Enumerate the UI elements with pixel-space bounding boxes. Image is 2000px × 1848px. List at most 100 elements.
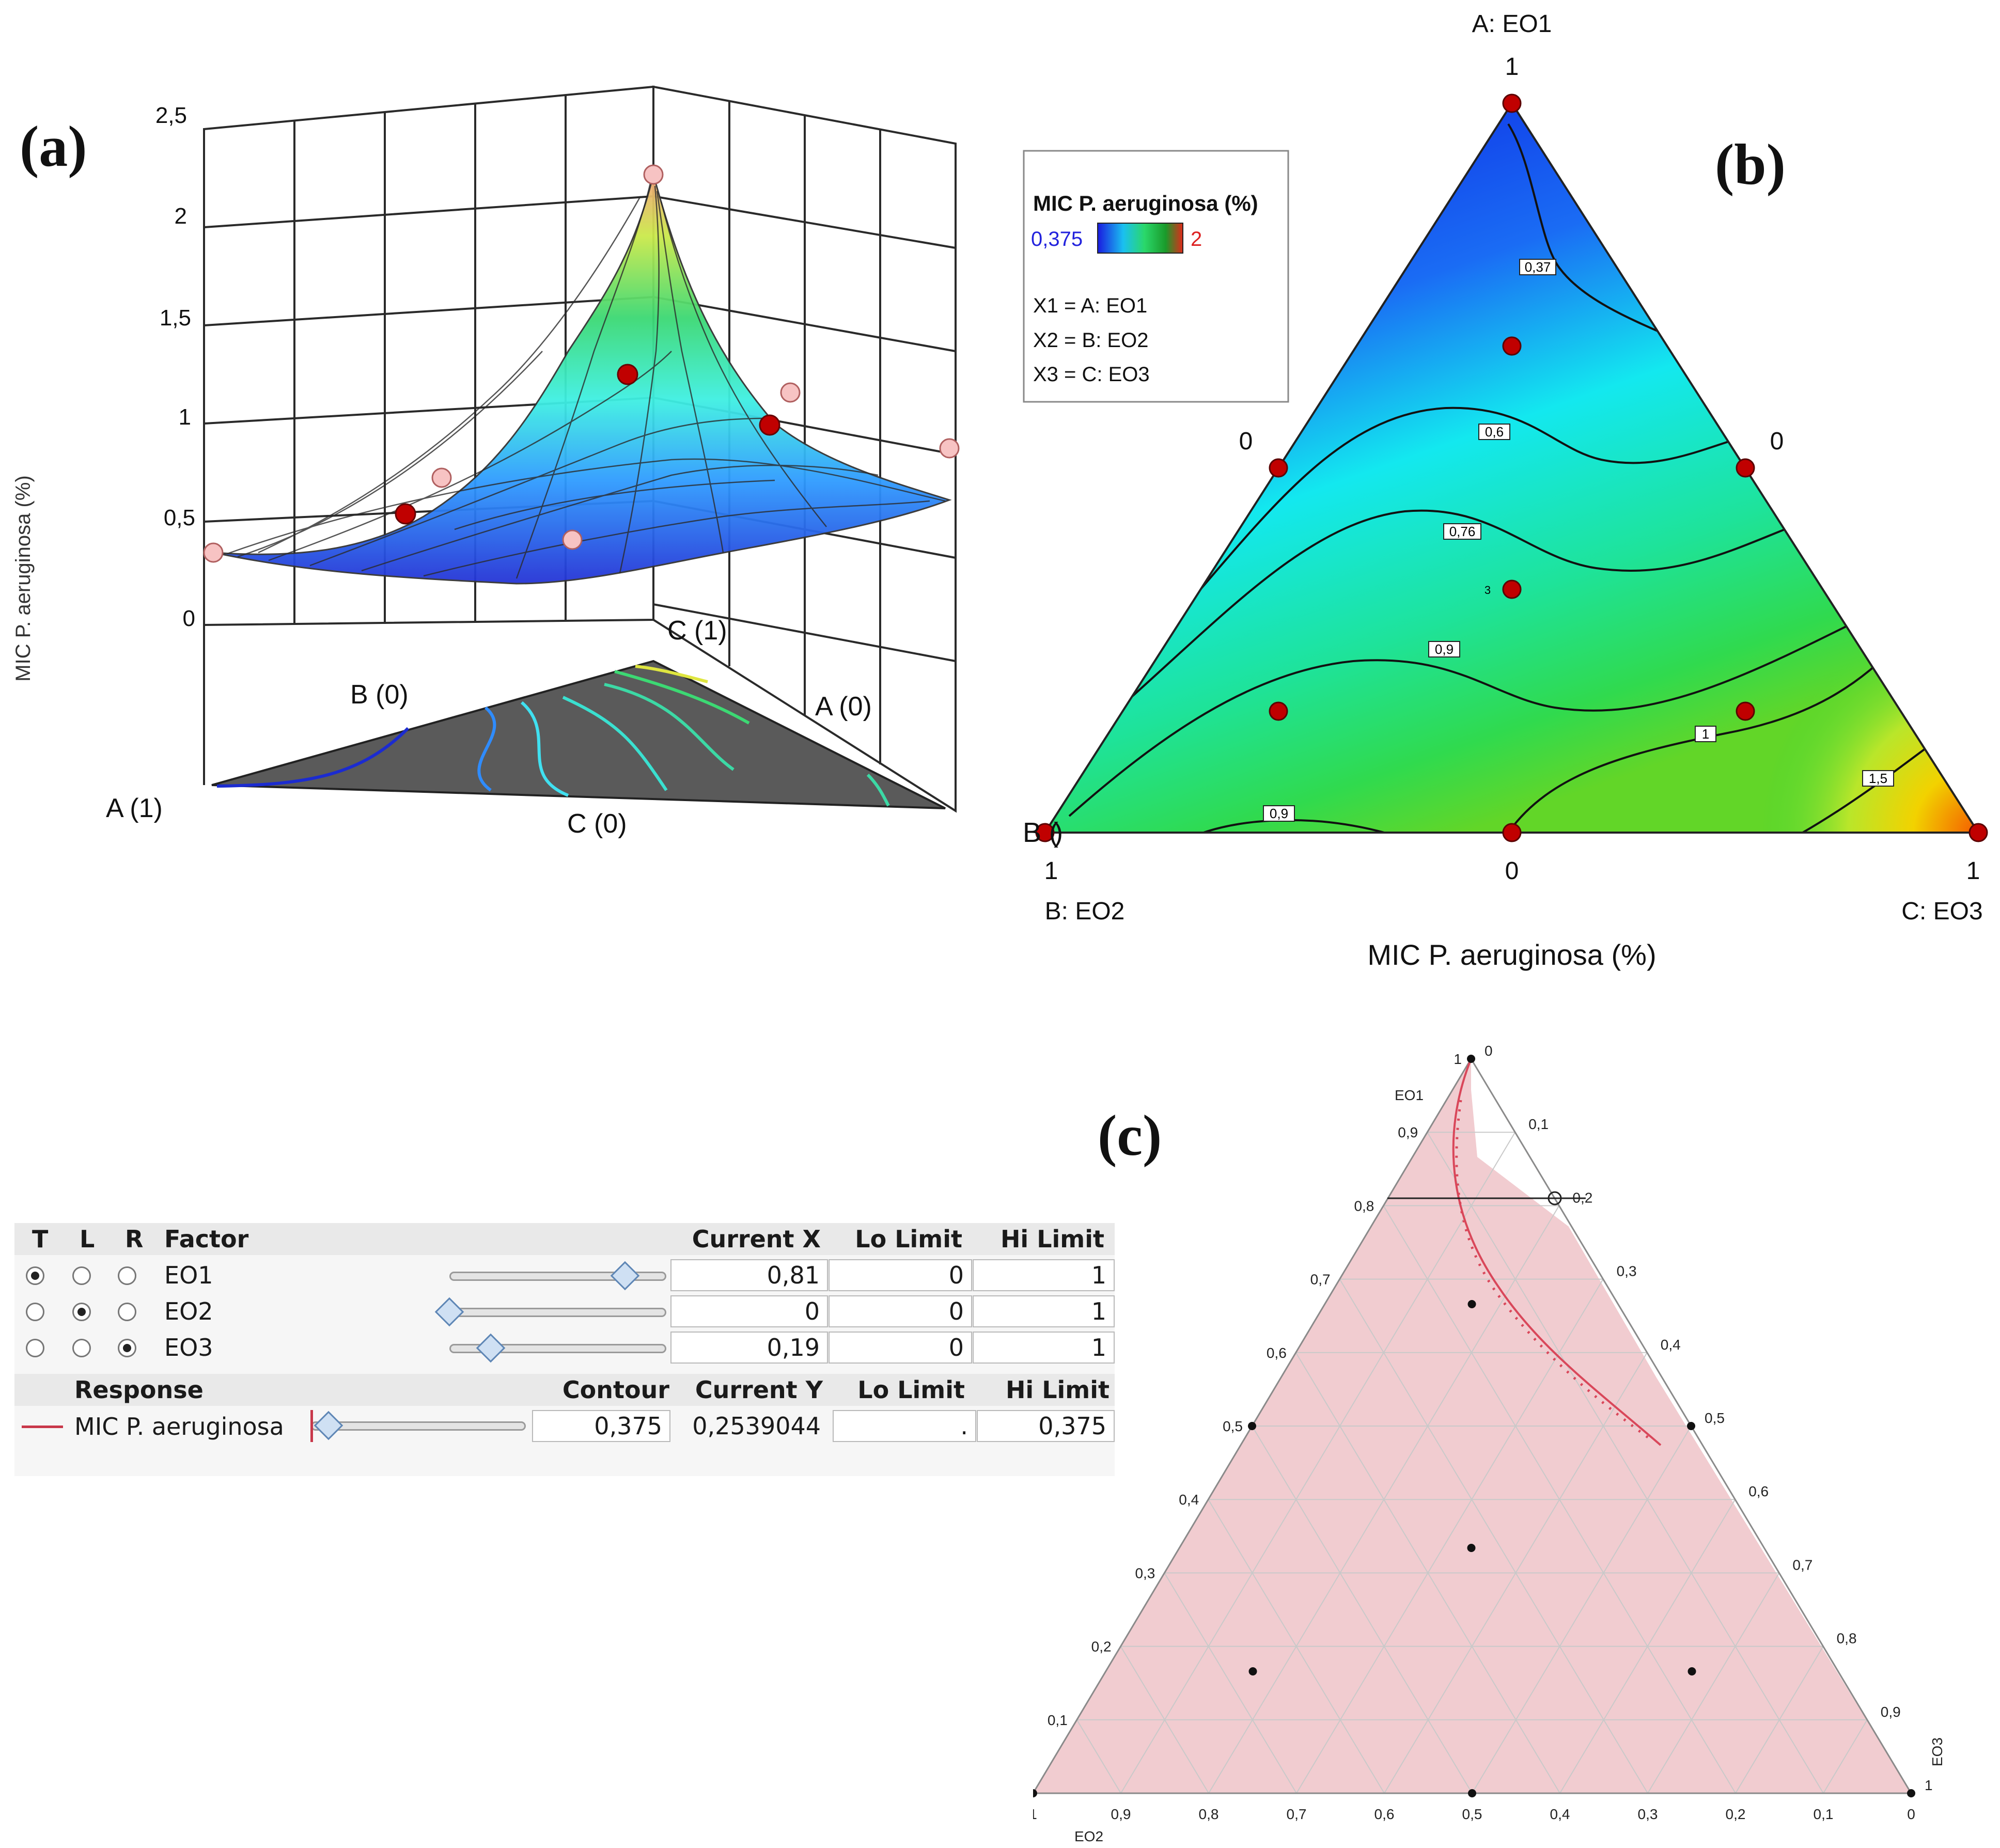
hi-limit-eo1[interactable]: 1 (973, 1259, 1115, 1291)
z-tick: 0,5 (164, 505, 195, 530)
left-tick: 0,4 (1179, 1492, 1199, 1508)
response-hi-limit[interactable]: 0,375 (977, 1410, 1115, 1442)
response-lo-limit[interactable]: . (833, 1410, 976, 1442)
right-tick: 0,2 (1572, 1189, 1592, 1205)
slider-thumb-eo1[interactable] (610, 1261, 640, 1291)
grid-line (1252, 1426, 1473, 1794)
radio-r-eo1[interactable] (118, 1266, 136, 1285)
header-resp-lo: Lo Limit (857, 1376, 965, 1404)
left-tick: 1 (1454, 1051, 1462, 1067)
legend-min: 0,375 (1031, 228, 1083, 250)
design-point (1248, 1667, 1257, 1675)
ternary-ticks: 10,90,80,70,60,50,40,30,20,1010,90,80,70… (1033, 1043, 1933, 1822)
vertex-b0: B (0) (350, 680, 409, 710)
bottom-tick: 0,3 (1638, 1806, 1658, 1822)
z-tick: 1,5 (160, 305, 191, 331)
right-tick: 0,5 (1705, 1410, 1725, 1426)
header-l: L (80, 1225, 95, 1253)
contour-label: 1,5 (1869, 771, 1887, 786)
header-factor: Factor (164, 1225, 249, 1253)
factor-name: EO1 (164, 1261, 213, 1289)
ternary-grid (1076, 1132, 1868, 1794)
ternary-axis-labels: A: EO1 1 0 0 1 0 1 B: EO2 C: EO3 MIC P. … (1023, 10, 1983, 971)
design-point (1467, 1544, 1476, 1553)
surface-plot-a: 0 0,5 1 1,5 2 2,5 MIC P. aeruginosa (%) … (12, 85, 960, 839)
right-tick: 0 (1485, 1043, 1493, 1059)
z-tick: 2,5 (155, 103, 187, 128)
grid-line (1559, 1499, 1736, 1794)
left-tick: 0,1 (1048, 1712, 1068, 1728)
lo-limit-eo3[interactable]: 0 (829, 1332, 972, 1364)
panel-label-c: (c) (1098, 1104, 1162, 1168)
radio-l-eo3[interactable] (72, 1339, 91, 1357)
contour-label: 0,37 (1525, 259, 1551, 275)
z-tick: 0 (183, 606, 195, 631)
vertex-labels-a: A (1) B (0) C (1) A (0) C (0) (106, 616, 872, 839)
surface-mesh (227, 180, 946, 579)
hi-limit-eo3[interactable]: 1 (973, 1332, 1115, 1364)
right-tick: 0,3 (1617, 1263, 1637, 1279)
current-x-eo3[interactable]: 0,19 (670, 1332, 828, 1364)
design-point (1033, 1789, 1037, 1797)
current-x-eo2[interactable]: 0 (670, 1295, 828, 1327)
header-r: R (125, 1225, 144, 1253)
legend-factor: X1 = A: EO1 (1033, 294, 1147, 317)
left-tick: 0,8 (1354, 1198, 1374, 1214)
factor-name: EO3 (164, 1334, 213, 1361)
factor-header-row (14, 1223, 1115, 1255)
right-tick: 1 (1925, 1777, 1933, 1793)
factor-name: EO2 (164, 1297, 213, 1325)
vertex-c0: C (0) (567, 809, 627, 839)
contour-label: 0,6 (1485, 424, 1504, 440)
base-triangle (211, 660, 946, 809)
response-marker (310, 1410, 313, 1442)
left-tick: 0,2 (1091, 1639, 1112, 1655)
radio-l-eo2[interactable] (72, 1303, 91, 1321)
right-axis-title: C: EO3 (1901, 898, 1982, 925)
response-name: MIC P. aeruginosa (74, 1413, 284, 1440)
crosshair-marker (1548, 1191, 1562, 1205)
radio-t-eo1[interactable] (26, 1266, 44, 1285)
grid-line (1076, 1719, 1121, 1794)
radio-r-eo2[interactable] (118, 1303, 136, 1321)
design-point (1467, 1299, 1476, 1308)
replicate-label: 3 (1485, 584, 1491, 597)
radio-t-eo2[interactable] (26, 1303, 44, 1321)
slider-eo2[interactable] (449, 1308, 666, 1317)
slider-thumb-eo2[interactable] (434, 1297, 464, 1327)
legend-factor: X2 = B: EO2 (1033, 329, 1148, 352)
contour-label: 1 (1702, 726, 1709, 742)
design-point (1248, 1422, 1256, 1430)
grid-line (1296, 1279, 1604, 1794)
right-tick: 0,9 (1881, 1704, 1901, 1720)
response-surface (214, 171, 952, 585)
bottom-mid-value: 0 (1505, 857, 1519, 885)
hi-limit-eo2[interactable]: 1 (973, 1295, 1115, 1327)
left-axis-title: B: EO2 (1045, 898, 1125, 925)
design-point (1468, 1789, 1476, 1797)
right-tick: 0,6 (1748, 1483, 1769, 1499)
grid-line (1208, 1499, 1385, 1794)
response-slider[interactable] (311, 1421, 526, 1431)
design-points-b (1035, 93, 1988, 842)
contour-labels: 0,37 0,6 0,76 0,9 1 1,5 0,9 3 (1263, 259, 1894, 822)
slider-thumb-eo3[interactable] (476, 1333, 506, 1363)
bottom-tick: 0,1 (1814, 1806, 1834, 1822)
axis-title-eo1: EO1 (1395, 1087, 1424, 1103)
profiler-table: T L R Factor Current X Lo Limit Hi Limit… (14, 1223, 1115, 1476)
design-points-c (1033, 1055, 1915, 1797)
response-slider-thumb[interactable] (314, 1411, 343, 1440)
response-contour[interactable]: 0,375 (532, 1410, 670, 1442)
lo-limit-eo2[interactable]: 0 (829, 1295, 972, 1327)
legend-max: 2 (1191, 228, 1202, 250)
axis-title-eo3: EO3 (1929, 1737, 1945, 1766)
vertex-a1: A (1) (106, 793, 163, 823)
lo-limit-eo1[interactable]: 0 (829, 1259, 972, 1291)
right-tick: 0,1 (1528, 1116, 1549, 1132)
contour-label: 0,9 (1435, 641, 1454, 657)
legend-colorbar (1097, 223, 1183, 254)
radio-r-eo3[interactable] (118, 1339, 136, 1357)
radio-l-eo1[interactable] (72, 1266, 91, 1285)
radio-t-eo3[interactable] (26, 1339, 44, 1357)
current-x-eo1[interactable]: 0,81 (670, 1259, 828, 1291)
